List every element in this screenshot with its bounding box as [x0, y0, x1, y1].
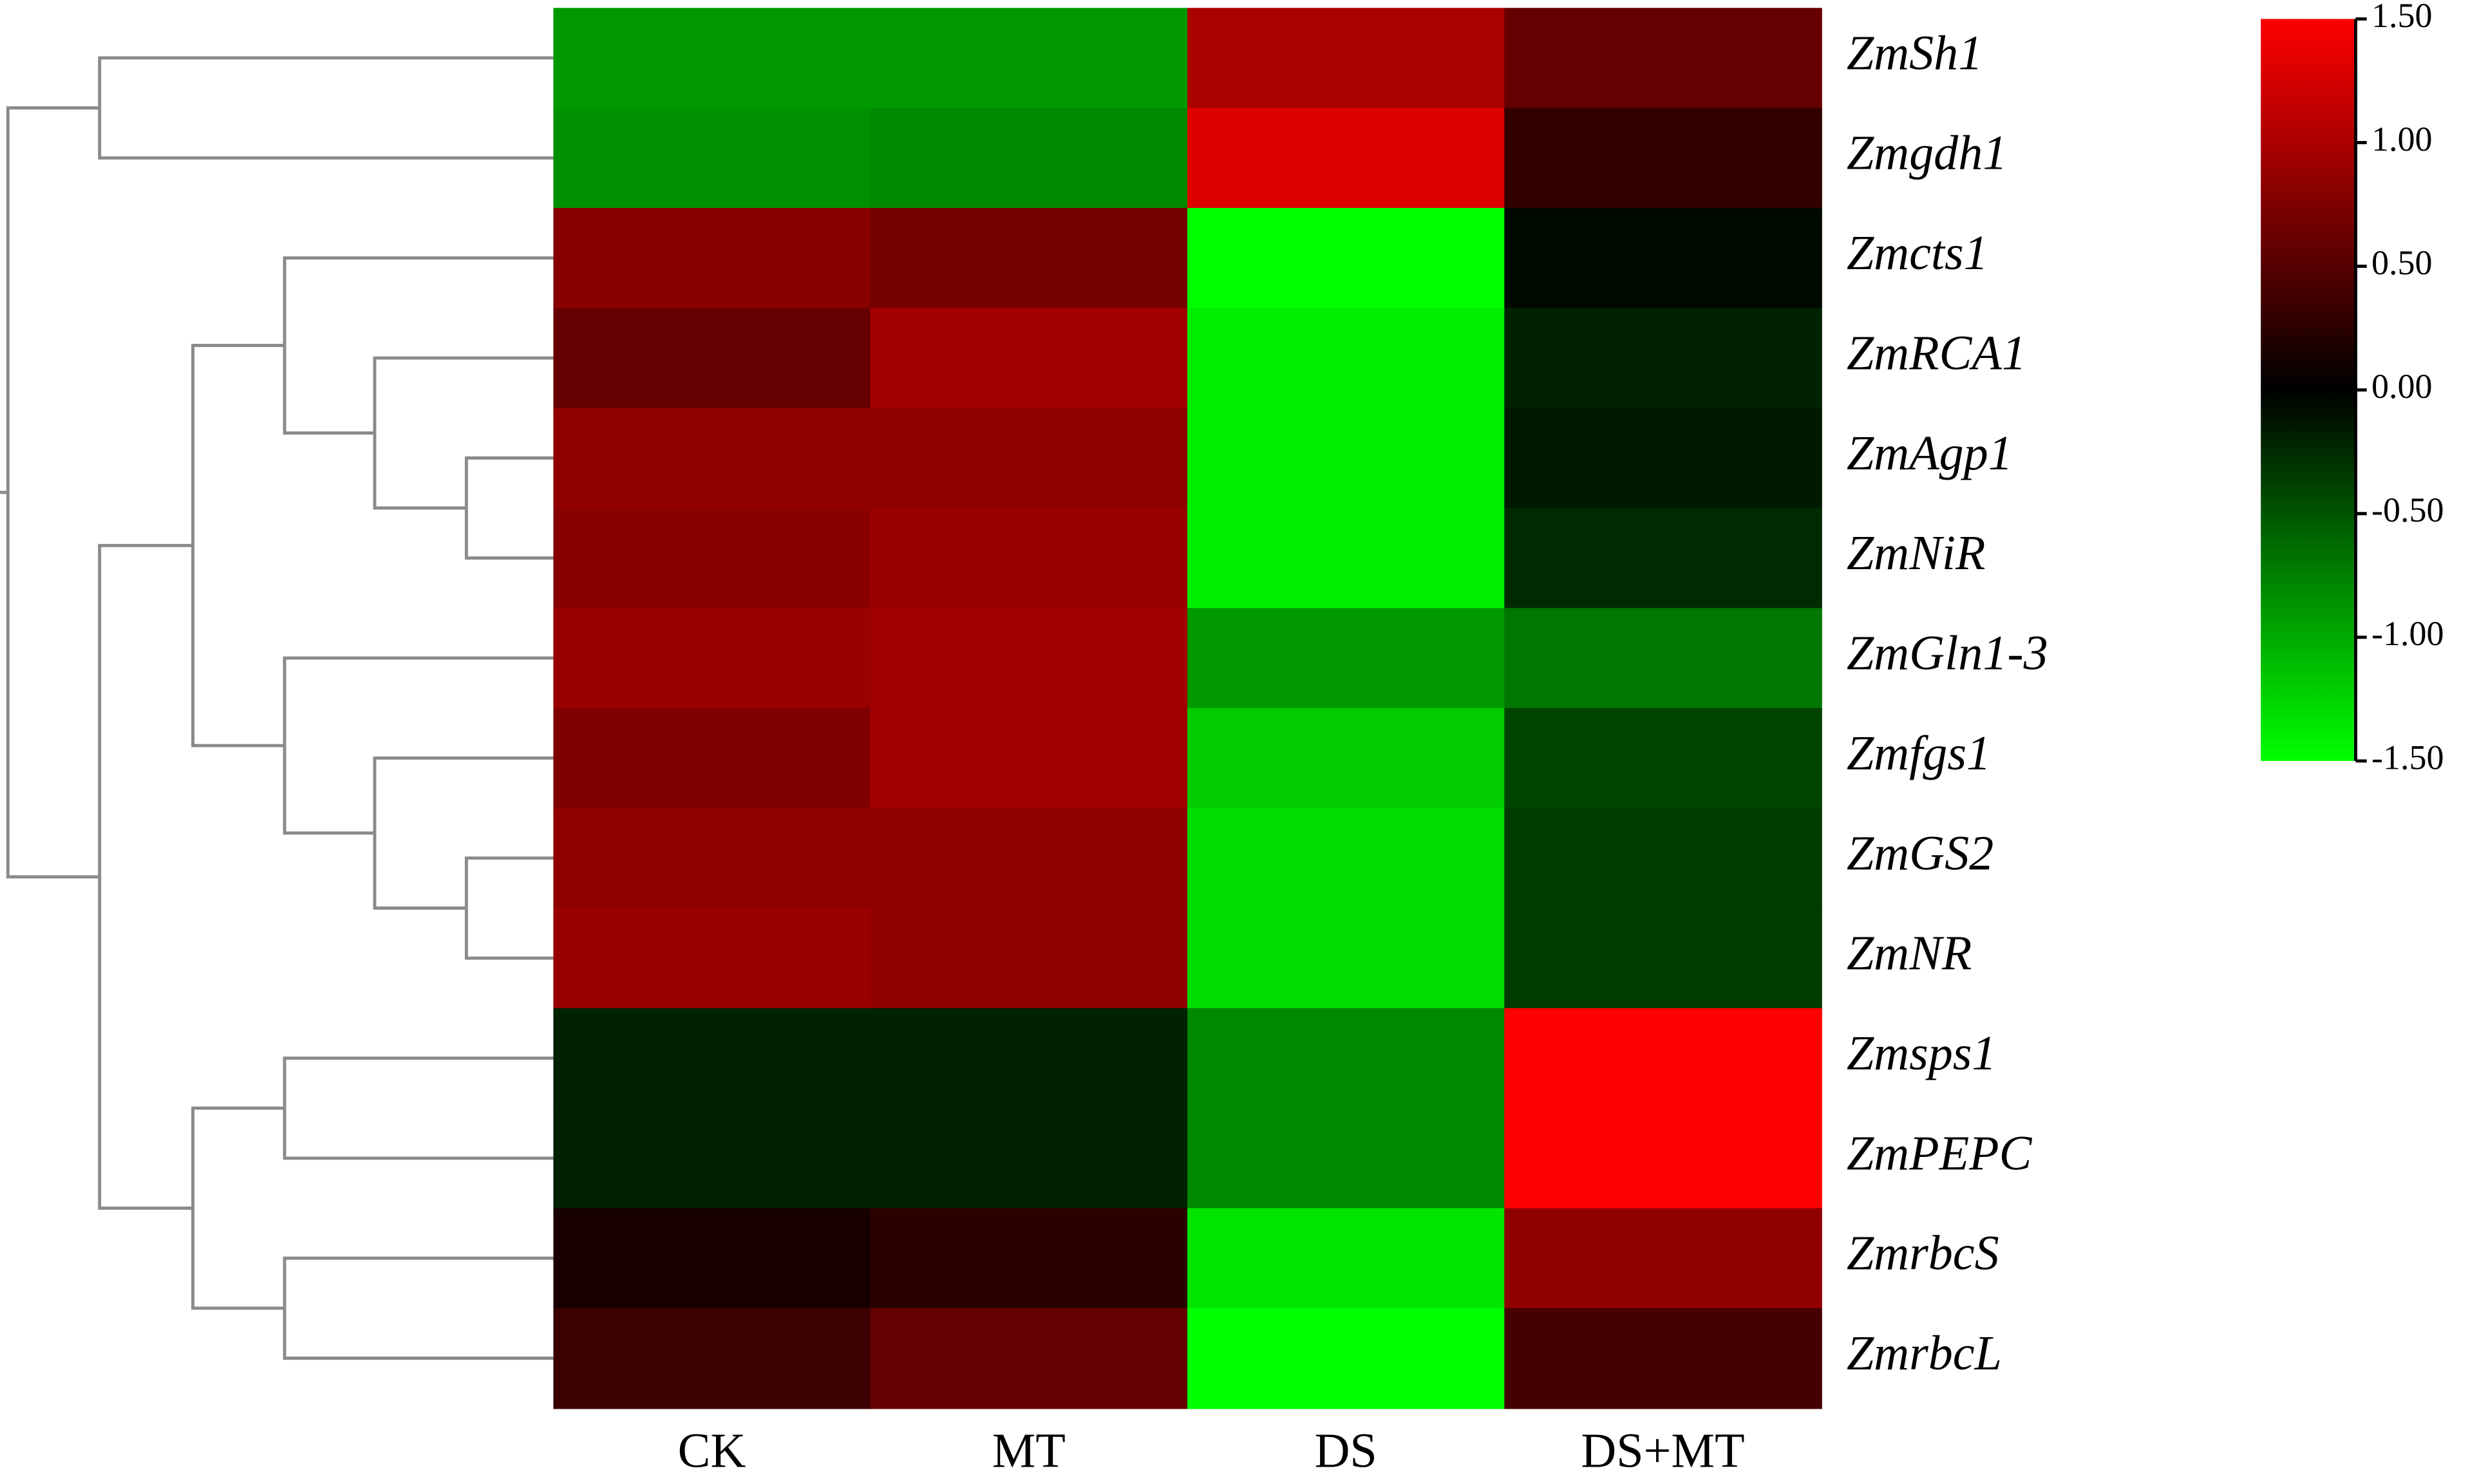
- colorbar-tick-label: 0.50: [2371, 243, 2433, 282]
- heatmap-cell: [553, 808, 871, 909]
- heatmap-cell: [870, 608, 1189, 709]
- dendrogram-branch: [191, 344, 285, 747]
- colorbar-tick-label: -0.50: [2371, 491, 2444, 529]
- row-label: Zmsps1: [1847, 1026, 1997, 1080]
- dendrogram-branch: [191, 1106, 285, 1310]
- row-label: ZmGln1-3: [1847, 626, 2048, 681]
- heatmap-cell: [553, 608, 871, 709]
- row-label: ZmAgp1: [1847, 426, 2013, 480]
- heatmap-cell: [1187, 207, 1505, 309]
- heatmap-cell: [1504, 1308, 1822, 1409]
- heatmap-cell: [870, 408, 1189, 509]
- heatmap-cell: [553, 1108, 871, 1209]
- heatmap-cell: [1187, 1008, 1505, 1109]
- row-label: ZmRCA1: [1847, 326, 2026, 380]
- heatmap-cell: [553, 308, 871, 409]
- heatmap-cell: [553, 207, 871, 309]
- heatmap-cell: [1504, 908, 1822, 1010]
- dendrogram-branch: [6, 106, 100, 879]
- heatmap-cell: [1187, 908, 1505, 1010]
- row-label: Zmfgs1: [1847, 726, 1991, 780]
- colorbar-tick-label: 0.00: [2371, 367, 2433, 406]
- dendrogram-branch: [283, 1057, 554, 1160]
- heatmap-cell: [870, 8, 1189, 109]
- heatmap-cell: [1504, 1108, 1822, 1209]
- colorbar-tick-label: -1.00: [2371, 614, 2444, 653]
- heatmap-cell: [1187, 8, 1505, 109]
- heatmap-cell: [1187, 508, 1505, 609]
- dendrogram-branch: [283, 256, 554, 435]
- colorbar: [2261, 19, 2356, 761]
- heatmap-cell: [1504, 308, 1822, 409]
- row-label: ZmNiR: [1847, 526, 1986, 580]
- heatmap-cell: [870, 207, 1189, 309]
- dendrogram-branch: [98, 56, 554, 160]
- heatmap-cell: [1504, 608, 1822, 709]
- heatmap-cell: [870, 108, 1189, 209]
- heatmap-cell: [870, 508, 1189, 609]
- heatmap-cell: [1504, 108, 1822, 209]
- dendrogram-branch: [283, 656, 554, 835]
- dendrogram-branch: [464, 456, 554, 560]
- heatmap-cell: [1504, 207, 1822, 309]
- heatmap-cell: [1504, 408, 1822, 509]
- column-label: MT: [992, 1423, 1066, 1478]
- heatmap-cell: [870, 1008, 1189, 1109]
- heatmap-cell: [1504, 1008, 1822, 1109]
- heatmap-cell: [870, 1308, 1189, 1409]
- heatmap-cell: [553, 908, 871, 1010]
- heatmap-cell: [870, 708, 1189, 809]
- heatmap-cell: [870, 1208, 1189, 1310]
- dendrogram-branch: [283, 1256, 554, 1360]
- heatmap-cell: [1187, 408, 1505, 509]
- heatmap-cell: [1187, 608, 1505, 709]
- heatmap-cell: [553, 408, 871, 509]
- heatmap-cell: [553, 108, 871, 209]
- heatmap-cell: [1187, 108, 1505, 209]
- heatmap-cell: [1187, 808, 1505, 909]
- column-label: CK: [678, 1423, 746, 1478]
- heatmap-cell: [870, 308, 1189, 409]
- heatmap-cell: [553, 708, 871, 809]
- row-label: ZmrbcS: [1847, 1226, 1999, 1281]
- heatmap-cell: [1187, 308, 1505, 409]
- row-label: ZmNR: [1847, 926, 1972, 981]
- dendrogram-branch: [373, 756, 554, 910]
- heatmap-cell: [553, 1008, 871, 1109]
- row-label: ZmGS2: [1847, 826, 1994, 880]
- heatmap-cell: [1187, 1108, 1505, 1209]
- colorbar-tick-label: 1.50: [2371, 0, 2433, 35]
- heatmap-cell: [553, 8, 871, 109]
- heatmap-cell: [553, 1208, 871, 1310]
- heatmap-cell: [553, 508, 871, 609]
- heatmap-cell: [1187, 708, 1505, 809]
- heatmap-cell: [1504, 1208, 1822, 1310]
- heatmap-cell: [1504, 8, 1822, 109]
- dendrogram: [0, 56, 554, 1360]
- dendrogram-branch: [464, 856, 554, 960]
- row-label: Zmgdh1: [1847, 126, 2007, 180]
- row-label: ZmrbcL: [1847, 1326, 2002, 1380]
- heatmap-cell: [1504, 708, 1822, 809]
- column-label: DS+MT: [1581, 1423, 1744, 1478]
- heatmap-cell: [870, 1108, 1189, 1209]
- colorbar-tick-label: 1.00: [2371, 120, 2433, 158]
- heatmap-cell: [1187, 1308, 1505, 1409]
- heatmap-cell: [553, 1308, 871, 1409]
- heatmap-cell: [1504, 508, 1822, 609]
- row-label: ZmSh1: [1847, 26, 1983, 80]
- dendrogram-branch: [98, 543, 193, 1210]
- heatmap-cell: [870, 908, 1189, 1010]
- heatmap-cell: [1187, 1208, 1505, 1310]
- heatmap-cell: [1504, 808, 1822, 909]
- row-label: ZmPEPC: [1847, 1126, 2033, 1180]
- heatmap-cell: [870, 808, 1189, 909]
- dendrogram-branch: [373, 356, 554, 510]
- column-label: DS: [1314, 1423, 1377, 1478]
- colorbar-tick-label: -1.50: [2371, 738, 2444, 776]
- row-label: Zmcts1: [1847, 226, 1988, 280]
